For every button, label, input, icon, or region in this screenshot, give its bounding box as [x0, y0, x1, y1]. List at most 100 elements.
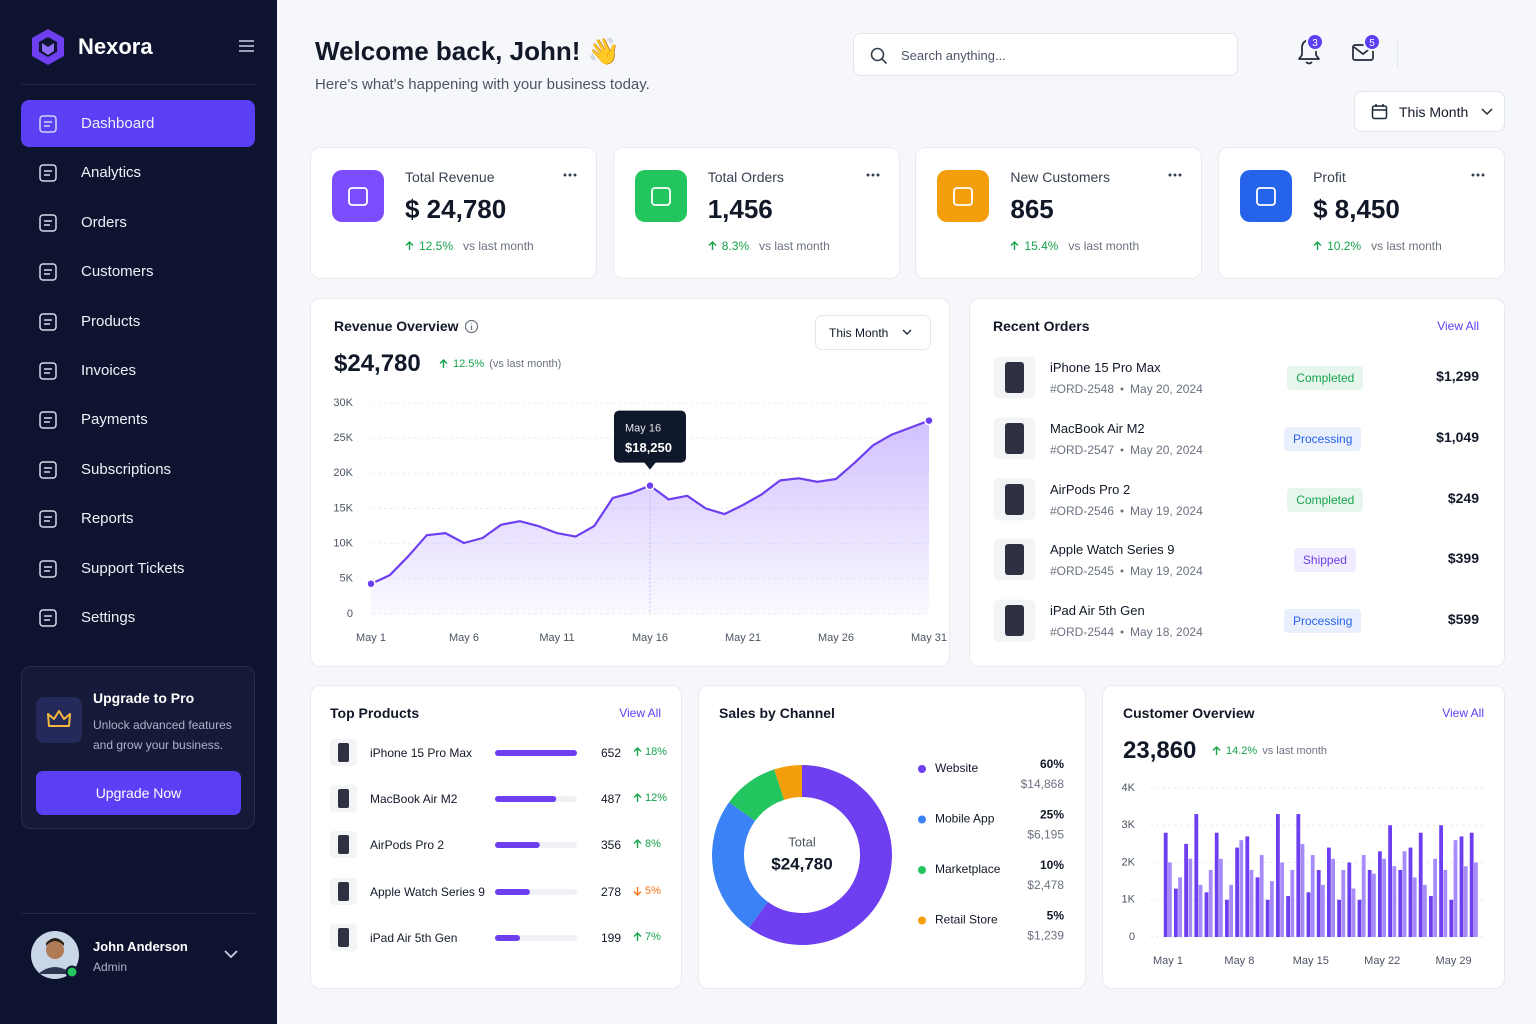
revenue-card: Revenue Overview This Month $24,780 12.5…: [310, 298, 950, 667]
nav-label: Invoices: [81, 362, 137, 379]
separator-dot: [1120, 448, 1124, 452]
user-menu-toggle[interactable]: [224, 949, 238, 959]
order-status: Processing: [1284, 609, 1362, 634]
product-thumbnail: [330, 739, 357, 766]
revenue-change-note: (vs last month): [489, 358, 562, 370]
product-thumbnail: [330, 785, 357, 813]
nav-icon-shape: [39, 461, 57, 479]
order-row[interactable]: MacBook Air M2 #ORD-2547 May 20, 2024 Proce…: [970, 417, 1504, 461]
nav-item[interactable]: Support Tickets: [21, 545, 255, 592]
order-row[interactable]: iPad Air 5th Gen #ORD-2544 May 18, 2024 Pro…: [970, 599, 1504, 643]
nav-label: Reports: [81, 510, 134, 528]
search-box[interactable]: Search anything...: [853, 33, 1238, 76]
top-products-view-all[interactable]: View All: [619, 706, 661, 720]
period-select[interactable]: This Month: [1354, 91, 1505, 132]
separator-dot: [1120, 630, 1124, 634]
nav-item[interactable]: Products: [21, 298, 255, 345]
status-bg: [1284, 426, 1362, 451]
customer-change-note: vs last month: [1262, 745, 1328, 757]
upgrade-icon: [36, 697, 82, 743]
up-arrow: [1010, 241, 1019, 250]
order-meta: #ORD-2548 May 20, 2024: [1050, 382, 1203, 396]
product-name: iPad Air 5th Gen: [370, 930, 458, 945]
sidebar: Nexora Dashboard Analytics Orders Customers…: [0, 0, 277, 1024]
nav-label: Orders: [81, 213, 127, 231]
arrow-path: [633, 747, 642, 756]
more-button[interactable]: [1471, 173, 1485, 177]
brand-name: Nexora: [78, 34, 153, 59]
bar: [495, 888, 530, 895]
page-title: Welcome back, John! 👋: [315, 36, 620, 66]
thumb-device: [1005, 483, 1024, 515]
status-text: Processing: [1293, 614, 1353, 629]
order-id: #ORD-2546: [1050, 503, 1115, 518]
nav-icon-shape: [39, 609, 57, 627]
product-thumbnail: [993, 538, 1036, 581]
thumb-device: [1005, 605, 1024, 637]
nav-item[interactable]: Customers: [21, 248, 255, 295]
nav-item[interactable]: Reports: [21, 495, 255, 542]
notification-badge: 3: [1306, 33, 1324, 51]
user-avatar: [31, 931, 79, 979]
nav-icon: [39, 263, 57, 281]
more-button[interactable]: [866, 173, 880, 177]
revenue-period: This Month: [829, 325, 889, 340]
dot: [1120, 630, 1124, 634]
status-text: Shipped: [1302, 553, 1347, 568]
menu-toggle[interactable]: [238, 39, 255, 53]
upgrade-button[interactable]: Upgrade Now: [36, 771, 241, 815]
nav-item[interactable]: Subscriptions: [21, 446, 255, 493]
nav-icon: [39, 559, 57, 578]
stat-icon-glyph: [953, 187, 974, 206]
order-row[interactable]: Apple Watch Series 9 #ORD-2545 May 19, 202…: [970, 538, 1504, 582]
nav-item[interactable]: Settings: [21, 594, 255, 641]
nav-item[interactable]: Orders: [21, 199, 255, 246]
glyph: [953, 187, 974, 206]
nav-item[interactable]: Payments: [21, 396, 255, 443]
revenue-period-select[interactable]: This Month: [815, 315, 931, 350]
up-arrow: [439, 359, 448, 368]
user-role: Admin: [93, 960, 128, 974]
stat-label: Total Revenue: [405, 169, 495, 185]
stat-change: 15.4% vs last month: [1010, 239, 1139, 253]
glyph: [348, 187, 368, 206]
arrow-path: [633, 839, 642, 849]
nav-item[interactable]: Dashboard: [21, 100, 255, 147]
order-product: iPad Air 5th Gen: [1050, 603, 1145, 619]
stat-value: $ 24,780: [405, 194, 507, 224]
nav-item[interactable]: Analytics: [21, 149, 255, 196]
customer-card: Customer Overview View All 23,860 14.2% v…: [1102, 685, 1505, 989]
order-row[interactable]: AirPods Pro 2 #ORD-2546 May 19, 2024 Comple…: [970, 478, 1504, 522]
thumb-device: [338, 927, 349, 947]
order-date: May 20, 2024: [1130, 382, 1203, 396]
nav-icon-detail: [44, 121, 52, 127]
dot: [1120, 448, 1124, 452]
order-date: May 20, 2024: [1130, 442, 1203, 457]
more-button[interactable]: [1168, 173, 1182, 177]
arrow-path: [1313, 241, 1322, 250]
product-change: 8%: [633, 838, 661, 850]
nav-label: Analytics: [81, 164, 142, 182]
order-product: Apple Watch Series 9: [1050, 542, 1175, 558]
search-placeholder: Search anything...: [901, 48, 1006, 63]
nav-icon-shape: [39, 214, 57, 232]
divider: [21, 84, 255, 85]
customer-view-all[interactable]: View All: [1442, 706, 1484, 720]
product-change-value: 18%: [645, 746, 668, 758]
product-units: 199: [600, 930, 621, 945]
separator-dot: [1120, 387, 1124, 391]
dot: [876, 173, 880, 177]
order-row[interactable]: iPhone 15 Pro Max #ORD-2548 May 20, 2024 Co…: [970, 356, 1504, 400]
orders-view-all[interactable]: View All: [1437, 319, 1479, 333]
nav-icon-detail: [44, 368, 52, 374]
info-icon[interactable]: [464, 319, 479, 334]
product-thumbnail: [330, 923, 357, 951]
order-date: May 19, 2024: [1130, 564, 1203, 579]
stat-change: 12.5% vs last month: [405, 239, 534, 253]
order-date: May 18, 2024: [1130, 625, 1203, 640]
order-status: Shipped: [1293, 548, 1356, 573]
nav-icon: [39, 214, 57, 232]
more-button[interactable]: [563, 173, 577, 177]
nav-icon-shape: [39, 164, 57, 183]
nav-item[interactable]: Invoices: [21, 347, 255, 394]
